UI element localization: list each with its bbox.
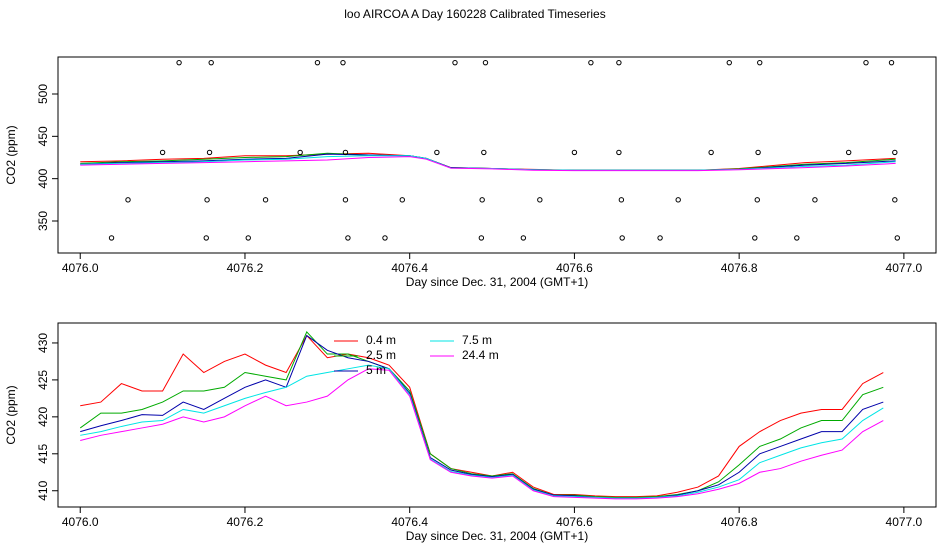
- y-tick-label: 500: [36, 84, 50, 104]
- flag-point: [208, 59, 214, 66]
- flag-point: [752, 235, 758, 241]
- series-line: [79, 330, 884, 498]
- flag-point: [342, 197, 349, 203]
- y-axis-label: CO2 (ppm): [4, 385, 18, 444]
- flag-point: [159, 149, 166, 156]
- flag-point: [479, 197, 485, 203]
- plot-frame: [57, 56, 937, 254]
- flag-point: [520, 235, 527, 241]
- x-tick-label: 4076.0: [62, 261, 99, 275]
- flag-point: [125, 197, 131, 203]
- flag-point: [571, 149, 578, 156]
- x-tick-label: 4076.2: [227, 515, 264, 529]
- flag-point: [863, 59, 869, 66]
- y-axis-label: CO2 (ppm): [4, 125, 18, 184]
- y-tick-label: 350: [36, 211, 50, 231]
- flag-point: [203, 235, 209, 241]
- flag-point: [616, 149, 622, 156]
- flag-point: [382, 235, 388, 241]
- series-line: [80, 156, 896, 172]
- flag-point: [399, 197, 405, 203]
- series-line: [80, 368, 884, 500]
- x-axis-label: Day since Dec. 31, 2004 (GMT+1): [406, 529, 588, 543]
- x-tick-label: 4077.0: [886, 261, 923, 275]
- flag-point: [619, 235, 625, 241]
- plot-area: [80, 59, 900, 241]
- flag-point: [657, 235, 663, 241]
- y-tick-label: 425: [36, 370, 50, 390]
- flag-point: [297, 149, 303, 156]
- flag-point: [794, 235, 800, 241]
- y-tick-label: 400: [36, 168, 50, 188]
- x-tick-label: 4077.0: [886, 515, 923, 529]
- plot-frame: [57, 322, 937, 508]
- x-tick-label: 4076.0: [62, 515, 99, 529]
- y-tick-label: 410: [36, 480, 50, 500]
- flag-point: [845, 149, 852, 156]
- flag-point: [108, 235, 115, 241]
- plot-area: [79, 330, 884, 500]
- x-axis-label: Day since Dec. 31, 2004 (GMT+1): [406, 275, 588, 289]
- series-line: [80, 334, 884, 499]
- y-tick-label: 450: [36, 126, 50, 146]
- y-tick-label: 415: [36, 443, 50, 463]
- flag-point: [675, 197, 681, 203]
- legend-label: 0.4 m: [366, 333, 396, 347]
- flag-point: [176, 59, 182, 66]
- flag-point: [892, 197, 898, 203]
- flag-point: [754, 197, 760, 203]
- flag-point: [314, 59, 321, 66]
- series-line: [80, 364, 884, 499]
- flag-point: [757, 59, 763, 66]
- flag-point: [452, 59, 458, 66]
- x-tick-label: 4076.6: [556, 515, 593, 529]
- y-tick-label: 430: [36, 333, 50, 353]
- x-tick-label: 4076.8: [721, 261, 758, 275]
- flag-point: [726, 59, 732, 66]
- flag-point: [345, 235, 351, 241]
- flag-point: [204, 197, 210, 203]
- flag-point: [888, 59, 895, 66]
- x-tick-label: 4076.4: [391, 515, 428, 529]
- flag-point: [588, 59, 594, 66]
- legend-label: 2.5 m: [366, 348, 396, 362]
- flag-point: [342, 149, 349, 156]
- flag-point: [537, 197, 543, 203]
- flag-point: [340, 59, 346, 66]
- legend-label: 5 m: [366, 363, 386, 377]
- flag-point: [482, 59, 489, 66]
- x-tick-label: 4076.2: [227, 261, 264, 275]
- flag-point: [481, 149, 487, 156]
- flag-point: [434, 149, 440, 156]
- legend-label: 7.5 m: [462, 333, 492, 347]
- chart-title: loo AIRCOA A Day 160228 Calibrated Times…: [344, 7, 605, 21]
- x-tick-label: 4076.8: [721, 515, 758, 529]
- flag-point: [755, 149, 761, 156]
- flag-point: [812, 197, 818, 203]
- flag-point: [262, 197, 269, 203]
- series-line: [80, 334, 884, 498]
- y-tick-label: 420: [36, 407, 50, 427]
- flag-point: [206, 149, 213, 156]
- flag-point: [708, 149, 714, 156]
- legend-label: 24.4 m: [462, 348, 499, 362]
- x-tick-label: 4076.6: [556, 261, 593, 275]
- flag-point: [478, 235, 485, 241]
- flag-point: [616, 59, 622, 66]
- x-tick-label: 4076.4: [391, 261, 428, 275]
- flag-point: [245, 235, 251, 241]
- flag-point: [894, 235, 900, 241]
- flag-point: [892, 149, 898, 156]
- flag-point: [618, 197, 625, 203]
